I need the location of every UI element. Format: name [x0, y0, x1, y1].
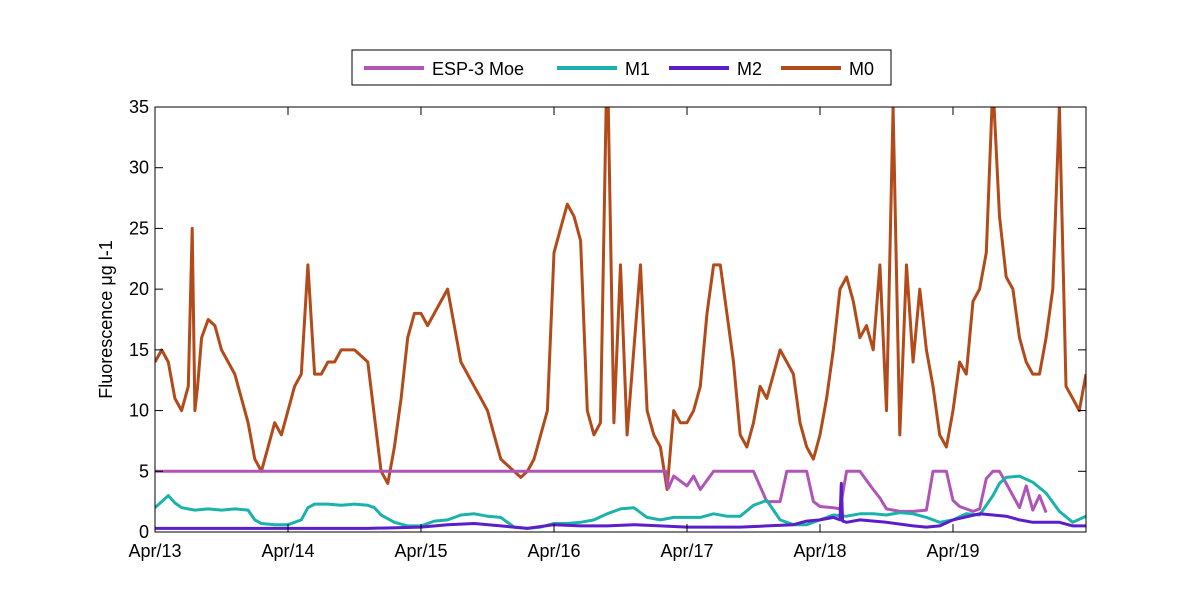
plot-border	[154, 106, 1087, 533]
y-axis-label: Fluorescence μg l-1	[96, 240, 116, 398]
y-tick-label: 20	[129, 279, 149, 299]
legend-label: M0	[849, 59, 874, 79]
x-tick-label: Apr/17	[660, 541, 713, 561]
x-tick-label: Apr/18	[793, 541, 846, 561]
series-line-m1	[155, 474, 1086, 530]
series-line-m2	[155, 481, 1086, 530]
x-tick-label: Apr/13	[128, 541, 181, 561]
legend-label: M1	[625, 59, 650, 79]
legend-label: M2	[737, 59, 762, 79]
series-line-esp-3-moe	[155, 469, 1048, 514]
y-tick-label: 35	[129, 97, 149, 117]
y-tick-label: 0	[139, 522, 149, 542]
y-tick-label: 25	[129, 218, 149, 238]
legend-label: ESP-3 Moe	[432, 59, 524, 79]
plot-frame	[155, 107, 1086, 532]
x-tick-label: Apr/14	[261, 541, 314, 561]
legend: ESP-3 Moe M1 M2 M0	[351, 49, 892, 86]
y-tick-label: 30	[129, 158, 149, 178]
y-tick-label: 5	[139, 461, 149, 481]
y-tick-label: 10	[129, 401, 149, 421]
x-tick-label: Apr/16	[527, 541, 580, 561]
series-layer	[155, 107, 1086, 530]
x-axis: Apr/13 Apr/14 Apr/15 Apr/16 Apr/17 Apr/18 Apr/…	[128, 107, 980, 561]
series-line-m0	[155, 107, 1086, 491]
x-tick-label: Apr/19	[926, 541, 979, 561]
y-tick-label: 15	[129, 340, 149, 360]
x-tick-label: Apr/15	[394, 541, 447, 561]
y-axis: 0 5 10 15 20 25 30 35	[129, 97, 1086, 542]
